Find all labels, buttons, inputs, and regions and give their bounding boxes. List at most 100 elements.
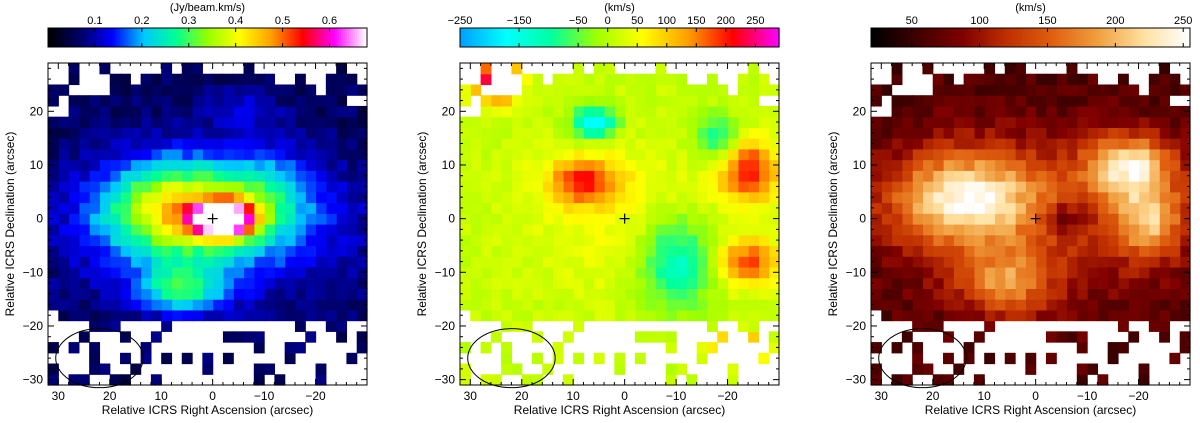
map-pixel xyxy=(953,105,965,118)
map-pixel xyxy=(284,299,296,311)
map-pixel xyxy=(140,342,152,354)
map-pixel xyxy=(284,181,296,193)
map-pixel xyxy=(624,181,636,193)
map-pixel xyxy=(89,256,101,268)
map-pixel xyxy=(645,299,657,311)
map-pixel xyxy=(233,159,245,171)
map-pixel xyxy=(891,73,903,86)
map-pixel xyxy=(68,213,80,225)
map-pixel xyxy=(562,374,574,386)
colorbar-segment xyxy=(721,28,724,47)
map-pixel xyxy=(573,63,585,75)
colorbar-segment xyxy=(1098,28,1101,47)
map-pixel xyxy=(1107,181,1119,193)
map-pixel xyxy=(532,148,543,161)
map-pixel xyxy=(1148,181,1160,193)
map-pixel xyxy=(542,256,554,268)
map-pixel xyxy=(470,191,482,204)
map-pixel xyxy=(89,170,101,182)
colorbar-segment xyxy=(948,28,952,47)
map-pixel xyxy=(325,95,337,107)
map-pixel xyxy=(264,299,275,311)
map-pixel xyxy=(68,116,80,128)
map-pixel xyxy=(583,116,595,128)
x-tick-label: 10 xyxy=(978,389,992,403)
map-pixel xyxy=(243,288,255,300)
map-pixel xyxy=(984,202,996,214)
map-pixel xyxy=(727,374,739,386)
map-pixel xyxy=(294,116,306,128)
colorbar-segment xyxy=(245,28,249,47)
center-marker xyxy=(207,213,218,224)
map-pixel xyxy=(634,331,646,343)
map-pixel xyxy=(48,138,59,150)
map-pixel xyxy=(532,288,543,300)
colorbar-frame xyxy=(870,27,1191,48)
map-pixel xyxy=(1004,352,1016,365)
map-pixel xyxy=(274,181,286,193)
map-pixel xyxy=(593,116,605,128)
colorbar-segment xyxy=(223,28,227,47)
map-pixel xyxy=(1004,299,1016,311)
map-pixel xyxy=(583,288,595,300)
colorbar-segment xyxy=(131,28,135,47)
map-pixel xyxy=(1128,213,1140,225)
map-pixel xyxy=(89,105,101,118)
colorbar-segment xyxy=(283,28,286,47)
map-pixel xyxy=(336,170,348,182)
map-pixel xyxy=(624,84,636,96)
colorbar-segment xyxy=(1092,28,1095,47)
map-pixel xyxy=(490,266,502,279)
map-pixel xyxy=(253,159,265,171)
map-pixel xyxy=(542,224,554,236)
map-pixel xyxy=(748,181,760,193)
map-pixel xyxy=(758,191,770,204)
map-pixel xyxy=(460,191,471,204)
map-pixel xyxy=(336,331,348,343)
map-pixel xyxy=(686,309,698,322)
map-pixel xyxy=(706,73,718,86)
map-pixel xyxy=(1025,309,1037,322)
map-pixel xyxy=(552,224,564,236)
y-tick-label: 20 xyxy=(853,104,867,118)
map-pixel xyxy=(1045,245,1057,257)
colorbar-segment xyxy=(265,28,269,47)
colorbar-segment xyxy=(277,28,280,47)
colorbar-segment xyxy=(483,28,487,47)
colorbar-segment xyxy=(984,28,988,47)
map-pixel xyxy=(706,170,718,182)
map-pixel xyxy=(1117,116,1129,128)
colorbar-segment xyxy=(503,28,507,47)
map-pixel xyxy=(665,288,677,300)
map-pixel xyxy=(583,95,595,107)
map-pixel xyxy=(552,309,564,322)
map-pixel xyxy=(336,277,348,289)
map-pixel xyxy=(655,105,667,118)
map-pixel xyxy=(984,224,996,236)
map-pixel xyxy=(294,245,306,257)
colorbar-segment xyxy=(335,28,338,47)
map-pixel xyxy=(1045,95,1057,107)
map-pixel xyxy=(727,170,739,182)
map-pixel xyxy=(737,224,749,236)
map-pixel xyxy=(912,181,924,193)
map-pixel xyxy=(253,73,265,86)
map-pixel xyxy=(614,73,626,86)
map-pixel xyxy=(48,148,59,161)
map-pixel xyxy=(99,127,111,139)
map-pixel xyxy=(1035,138,1047,150)
map-pixel xyxy=(315,309,327,322)
y-tick-label: −10 xyxy=(846,265,867,279)
map-pixel xyxy=(1025,138,1037,150)
colorbar-segment xyxy=(559,28,563,47)
map-pixel xyxy=(356,181,368,193)
map-pixel xyxy=(953,256,965,268)
map-pixel xyxy=(706,342,718,354)
map-pixel xyxy=(912,224,924,236)
map-pixel xyxy=(1097,202,1109,214)
map-pixel xyxy=(305,191,317,204)
map-pixel xyxy=(202,95,214,107)
map-pixel xyxy=(315,256,327,268)
colorbar-segment xyxy=(1118,28,1121,47)
map-pixel xyxy=(953,224,965,236)
